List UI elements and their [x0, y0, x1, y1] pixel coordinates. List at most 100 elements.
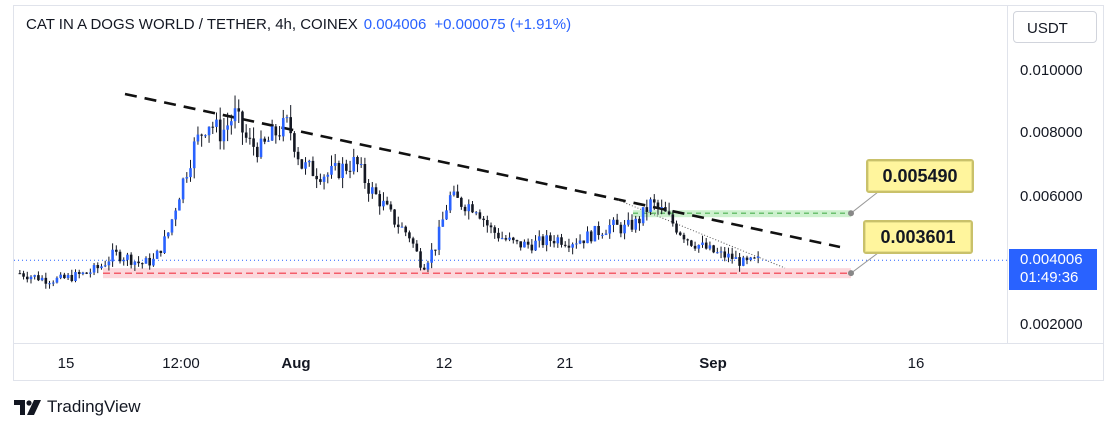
candle-body	[77, 272, 81, 274]
candle-body	[159, 250, 163, 253]
candle-body	[311, 160, 315, 176]
candle-body	[133, 261, 137, 265]
y-tick-label: 0.002000	[1020, 316, 1083, 333]
candle-body	[359, 164, 363, 166]
candle-body	[255, 146, 259, 158]
candle-body	[704, 242, 708, 249]
candle-body	[196, 134, 200, 142]
candle-body	[649, 199, 652, 212]
candle-body	[400, 226, 404, 228]
candle-body	[471, 204, 474, 213]
candle-body	[137, 261, 140, 264]
candle-body	[345, 163, 348, 171]
candle-body	[307, 160, 311, 163]
candle-body	[304, 162, 307, 169]
candle-body	[426, 262, 430, 270]
candle-body	[745, 257, 749, 260]
candle-body	[315, 175, 318, 180]
candle-body	[37, 275, 40, 281]
candle-body	[652, 199, 656, 203]
candle-body	[252, 138, 255, 147]
candle-body	[604, 233, 608, 235]
candle-body	[263, 138, 267, 142]
candle-body	[708, 245, 712, 249]
candle-body	[634, 218, 638, 230]
x-tick-label: 12:00	[162, 355, 200, 372]
candle-body	[293, 133, 296, 152]
support-callout[interactable]: 0.003601	[863, 220, 973, 254]
candle-body	[419, 251, 422, 268]
candle-body	[59, 274, 62, 278]
candle-body	[115, 249, 118, 252]
candle-body	[701, 242, 704, 245]
candle-body	[44, 277, 48, 284]
candle-body	[697, 244, 701, 249]
candle-body	[460, 197, 463, 207]
resistance-anchor	[848, 210, 854, 217]
candle-body	[337, 162, 341, 178]
candle-body	[567, 245, 571, 248]
candle-body	[474, 212, 478, 214]
time-axis-separator	[14, 343, 1103, 344]
support-anchor	[848, 270, 854, 277]
candle-body	[656, 202, 660, 208]
candle-body	[716, 252, 719, 254]
candle-body	[129, 254, 133, 265]
candle-body	[207, 126, 211, 136]
candle-body	[378, 194, 382, 207]
candle-body	[456, 191, 459, 198]
candle-body	[140, 263, 144, 265]
candle-body	[51, 282, 55, 284]
candle-body	[118, 251, 122, 262]
candle-body	[341, 163, 344, 178]
candle-body	[107, 261, 111, 266]
support-callout-connector	[850, 252, 879, 274]
candle-body	[586, 231, 589, 244]
candle-body	[593, 226, 597, 242]
candle-body	[612, 219, 615, 225]
candle-body	[619, 224, 623, 234]
candle-body	[385, 200, 389, 205]
candle-body	[322, 176, 326, 182]
candle-body	[630, 219, 634, 230]
candle-body	[267, 140, 270, 142]
candle-body	[671, 214, 675, 224]
x-tick-label: 21	[556, 355, 574, 372]
resistance-callout[interactable]: 0.005490	[866, 159, 974, 193]
candle-body	[204, 135, 207, 137]
tradingview-logo-icon	[14, 399, 41, 415]
candle-body	[430, 249, 433, 263]
candle-body	[330, 165, 333, 175]
candle-body	[664, 207, 667, 212]
currency-button[interactable]: USDT	[1013, 11, 1097, 43]
resistance-callout-connector	[850, 191, 879, 214]
candle-body	[81, 272, 85, 274]
candle-body	[333, 162, 337, 166]
candle-body	[319, 179, 322, 182]
candle-body	[348, 170, 352, 172]
tradingview-logo[interactable]: TradingView	[14, 397, 141, 417]
candle-body	[189, 168, 192, 178]
candle-body	[367, 183, 370, 194]
candle-body	[693, 245, 697, 249]
candle-body	[85, 272, 88, 274]
price-change: +0.000075 (+1.91%)	[434, 16, 572, 33]
candle-body	[103, 265, 107, 267]
candle-body	[608, 224, 612, 234]
candle-body	[18, 273, 22, 275]
candle-body	[493, 227, 497, 233]
candle-body	[422, 267, 426, 270]
candle-body	[166, 232, 170, 237]
candle-body	[467, 204, 471, 212]
candle-body	[730, 253, 734, 259]
candle-body	[675, 223, 678, 233]
symbol-title[interactable]: CAT IN A DOGS WORLD / TETHER, 4h, COINEX	[26, 16, 358, 33]
candle-body	[578, 240, 582, 244]
candle-body	[489, 225, 493, 228]
candle-body	[233, 108, 237, 122]
candle-body	[742, 257, 745, 266]
candle-body	[371, 187, 374, 194]
candle-body	[285, 117, 289, 119]
candle-body	[241, 111, 244, 133]
